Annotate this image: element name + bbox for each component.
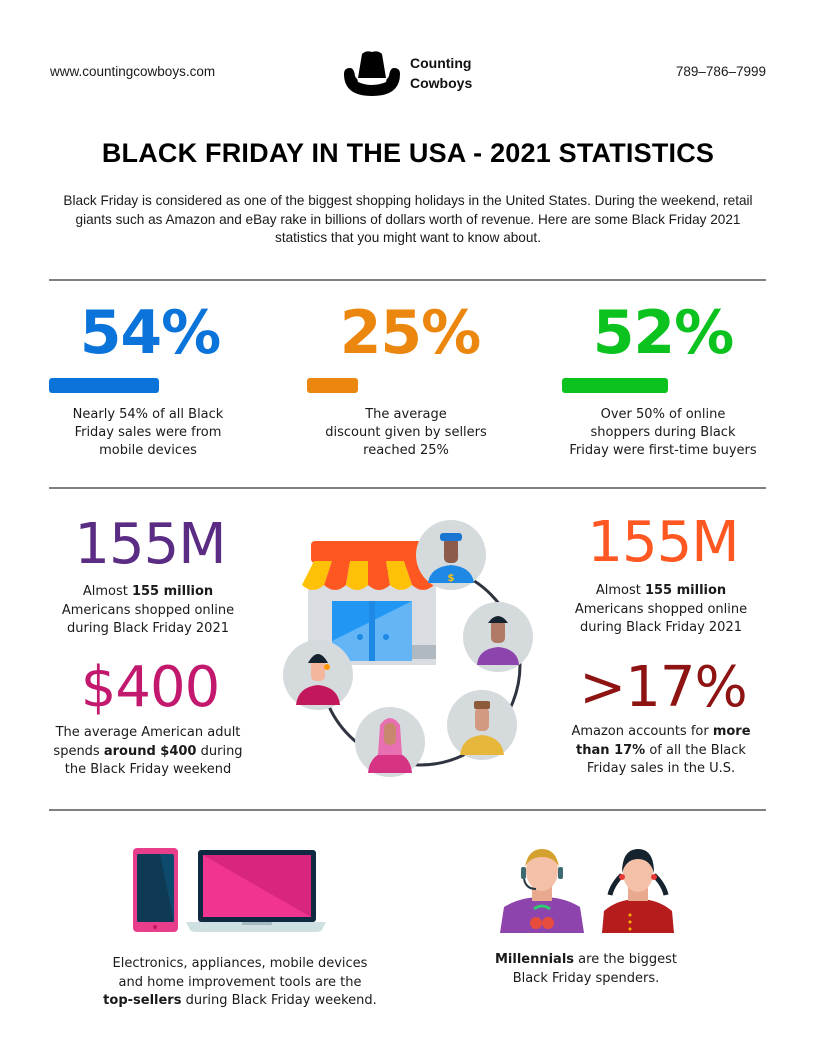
shopper-avatar-1: $ [416, 520, 486, 590]
stat-discount-bar [307, 378, 358, 393]
phone-and-laptop-icon [133, 848, 326, 932]
millennials-icon [500, 849, 674, 933]
stat-mobile-bar [49, 378, 159, 393]
phone-number: 789–786–7999 [675, 64, 766, 79]
divider-1 [49, 279, 766, 281]
divider-3 [49, 809, 766, 811]
shopper-avatar-2 [463, 602, 533, 672]
spend-value: $400 [80, 655, 221, 720]
amazon-share-value: >17% [579, 655, 747, 720]
brand-logo: Counting Cowboys [342, 48, 472, 98]
website-link[interactable]: www.countingcowboys.com [50, 64, 216, 79]
shoppers-value-right: 155M [587, 510, 739, 575]
stat-firsttime-value: 52% [592, 298, 735, 368]
page-title: BLACK FRIDAY IN THE USA - 2021 STATISTIC… [101, 138, 715, 168]
top-sellers-desc: Electronics, appliances, mobile devices … [103, 956, 377, 1008]
intro-paragraph: Black Friday is considered as one of the… [63, 193, 753, 245]
shoppers-desc-left: Almost 155 million Americans shopped onl… [61, 584, 235, 636]
shopper-avatar-4 [355, 707, 425, 777]
store-with-shoppers-icon: $ [283, 520, 533, 777]
stat-mobile-desc: Nearly 54% of all Black Friday sales wer… [72, 407, 224, 458]
svg-text:$: $ [448, 573, 455, 584]
stat-discount-desc: The average discount given by sellers re… [325, 407, 487, 458]
divider-2 [49, 487, 766, 489]
shopper-avatar-3 [447, 690, 517, 760]
brand-name: Counting Cowboys [410, 55, 473, 91]
stat-discount-value: 25% [339, 298, 482, 368]
millennials-desc: Millennials are the biggest Black Friday… [494, 952, 678, 986]
spend-desc: The average American adult spends around… [53, 725, 243, 777]
stat-firsttime-desc: Over 50% of online shoppers during Black… [569, 407, 757, 458]
shopper-avatar-5 [283, 640, 353, 710]
cowboy-hat-icon [344, 51, 400, 96]
stat-mobile-value: 54% [79, 298, 222, 368]
shoppers-desc-right: Almost 155 million Americans shopped onl… [574, 583, 748, 635]
stat-firsttime-bar [562, 378, 668, 393]
shoppers-value-left: 155M [74, 512, 226, 577]
amazon-share-desc: Amazon accounts for more than 17% of all… [571, 724, 751, 776]
